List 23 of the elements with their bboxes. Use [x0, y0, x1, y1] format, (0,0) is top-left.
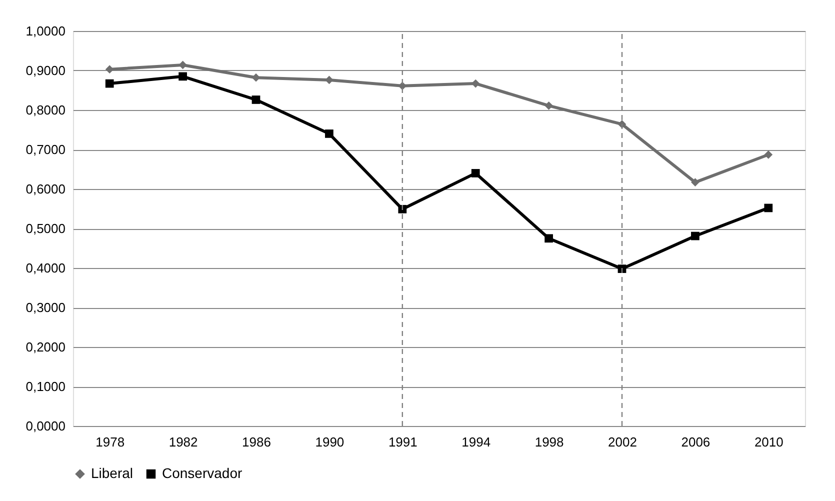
legend-label: Conservador [162, 465, 242, 481]
y-tick-label: 0,9000 [26, 63, 66, 78]
y-tick-label: 0,4000 [26, 260, 66, 276]
x-tick-label: 1982 [168, 434, 198, 450]
y-tick-label: 0,3000 [26, 300, 66, 315]
y-tick-label: 1,0000 [26, 24, 66, 38]
legend-label: Liberal [91, 465, 134, 481]
y-tick-label: 0,6000 [26, 182, 66, 196]
x-tick-label: 2010 [754, 434, 784, 450]
y-tick-label: 0,0000 [26, 418, 66, 434]
x-tick-label: 1991 [388, 434, 418, 450]
x-tick-label: 2002 [608, 434, 637, 450]
y-tick-label: 0,7000 [26, 142, 66, 157]
x-tick-label: 1994 [462, 434, 491, 450]
x-tick-label: 1986 [242, 434, 271, 450]
y-tick-label: 0,1000 [26, 379, 66, 394]
y-tick-label: 0,5000 [26, 221, 66, 236]
y-tick-label: 0,8000 [26, 102, 66, 118]
x-tick-label: 1998 [534, 434, 564, 450]
x-tick-label: 1990 [315, 434, 344, 450]
y-tick-label: 0,2000 [26, 340, 66, 354]
x-tick-label: 1978 [96, 434, 125, 450]
x-tick-label: 2006 [681, 434, 710, 450]
